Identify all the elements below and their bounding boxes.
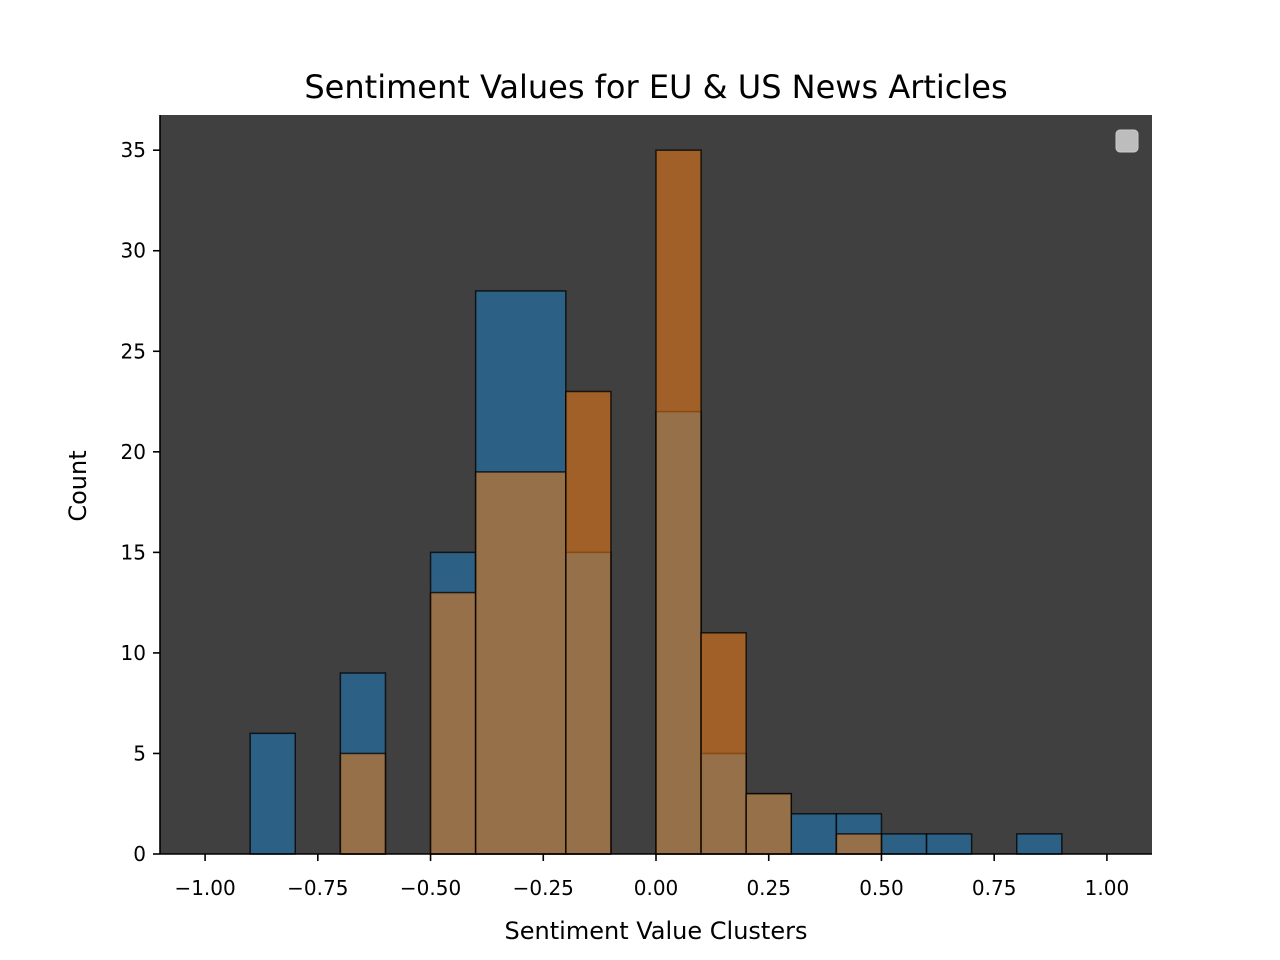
bars-layer [249, 149, 1063, 855]
y-ticks-layer: 0 5 10 15 20 25 30 35 [121, 138, 160, 866]
x-tick-label: −0.75 [287, 876, 348, 900]
y-tick-label: 25 [121, 339, 146, 363]
y-tick-label: 10 [121, 641, 146, 665]
histogram-bar-series-2-bin-4 [565, 390, 612, 855]
y-tick-label: 0 [133, 842, 146, 866]
y-axis-label: Count [64, 450, 92, 521]
x-tick-label: 0.25 [746, 876, 791, 900]
histogram-bar-series-1-bin-9 [790, 813, 838, 855]
histogram-bar-series-2-bin-3 [474, 471, 567, 855]
x-tick-label: 0.50 [859, 876, 904, 900]
x-ticks-layer: −1.00 −0.75 −0.50 −0.25 0.00 0.25 0.50 0.75 1.00 [174, 854, 1129, 900]
x-tick-label: 1.00 [1085, 876, 1130, 900]
histogram-bar-series-1-bin-11 [880, 833, 928, 855]
histogram-bar-series-1-bin-1 [249, 732, 297, 855]
y-tick-label: 20 [121, 440, 146, 464]
histogram-bar-series-2-bin-5 [655, 149, 702, 855]
histogram-bar-series-2-bin-1 [339, 752, 387, 855]
x-axis-label: Sentiment Value Clusters [505, 917, 808, 945]
x-tick-label: −0.50 [400, 876, 461, 900]
histogram-bar-series-1-bin-12 [925, 833, 973, 855]
histogram-bar-series-2-bin-6 [700, 632, 747, 855]
y-tick-label: 35 [121, 138, 146, 162]
histogram-bar-series-1-bin-13 [1015, 833, 1063, 855]
legend-box [1115, 129, 1139, 153]
x-tick-label: 0.75 [972, 876, 1017, 900]
y-tick-label: 30 [121, 239, 146, 263]
chart-title: Sentiment Values for EU & US News Articl… [304, 68, 1007, 106]
y-tick-label: 5 [133, 741, 146, 765]
histogram-bar-series-2-bin-8 [835, 833, 883, 855]
x-tick-label: −0.25 [513, 876, 574, 900]
histogram-bar-series-2-bin-2 [429, 591, 477, 855]
histogram-bar-series-2-bin-7 [745, 792, 793, 855]
x-tick-label: 0.00 [634, 876, 679, 900]
x-tick-label: −1.00 [174, 876, 235, 900]
y-tick-label: 15 [121, 540, 146, 564]
